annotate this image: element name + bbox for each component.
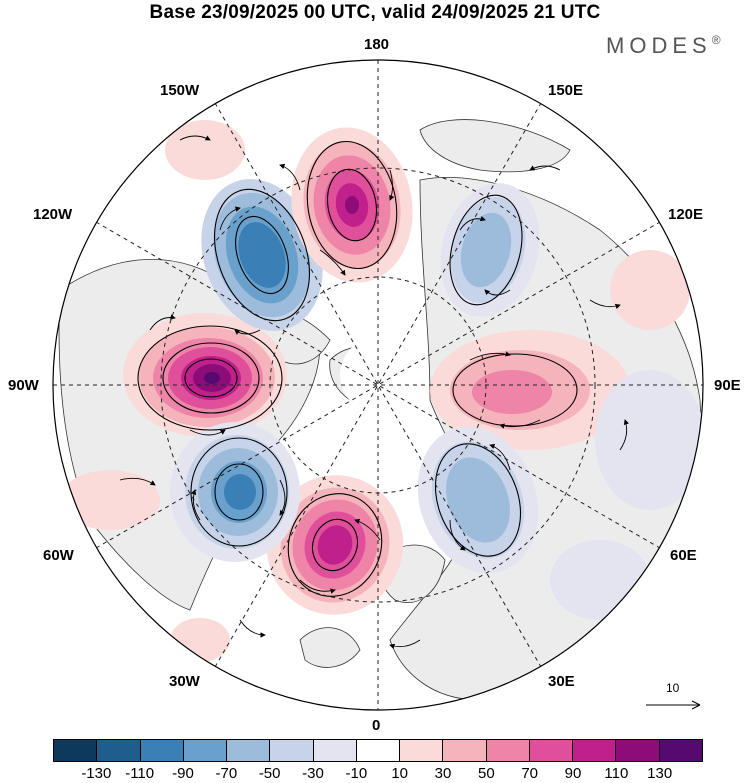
polar-map — [52, 59, 704, 711]
lon-label-180: 180 — [364, 36, 390, 53]
colorbar-segment — [227, 740, 271, 761]
lon-label-120w: 120W — [33, 206, 73, 223]
colorbar — [53, 739, 703, 762]
colorbar-tick-label: 110 — [604, 765, 629, 782]
reference-vector: 10 — [640, 681, 710, 713]
lon-label-30w: 30W — [169, 673, 200, 690]
colorbar-tick-label: 130 — [647, 765, 673, 782]
colorbar-tick-label: -30 — [302, 765, 324, 782]
colorbar-tick-label: -110 — [125, 765, 155, 782]
colorbar-segment — [616, 740, 660, 761]
colorbar-tick-label: 50 — [477, 765, 495, 782]
modes-logo: MODES® — [606, 33, 721, 59]
colorbar-tick-label: 30 — [434, 765, 452, 782]
chart-title: Base 23/09/2025 00 UTC, valid 24/09/2025… — [149, 2, 601, 23]
lon-label-90w: 90W — [8, 377, 39, 394]
lon-label-60w: 60W — [43, 547, 74, 564]
lon-label-90e: 90E — [714, 377, 741, 394]
colorbar-tick-label: -50 — [258, 765, 281, 782]
lon-label-120e: 120E — [668, 206, 704, 223]
colorbar-tick-label: -130 — [81, 765, 112, 782]
colorbar-segment — [443, 740, 487, 761]
lon-label-0: 0 — [372, 717, 381, 734]
colorbar-segment — [313, 740, 357, 761]
reference-vector-label: 10 — [666, 681, 680, 695]
colorbar-segment — [54, 740, 98, 761]
colorbar-segment — [270, 740, 314, 761]
reference-arrow-icon — [646, 700, 701, 710]
colorbar-tick-label: 10 — [391, 765, 408, 782]
colorbar-tick-label: 90 — [564, 765, 582, 782]
colorbar-tick-label: 70 — [521, 765, 538, 782]
colorbar-segment — [573, 740, 617, 761]
lon-label-30e: 30E — [548, 673, 575, 690]
colorbar-tick-label: -10 — [345, 765, 368, 782]
colorbar-segment — [97, 740, 141, 761]
colorbar-segment — [183, 740, 228, 761]
colorbar-segment — [529, 740, 574, 761]
brand-text: MODES — [606, 33, 712, 58]
graticule — [53, 60, 703, 710]
colorbar-tick-label: -90 — [172, 765, 194, 782]
lon-label-60e: 60E — [670, 547, 697, 564]
wind-vectors — [119, 135, 629, 649]
colorbar-tick-label: -70 — [215, 765, 238, 782]
lon-label-150e: 150E — [548, 82, 584, 99]
colorbar-segment — [400, 740, 444, 761]
colorbar-segment — [356, 740, 401, 761]
colorbar-ticks: -130 -110 -90 -70 -50 -30 -10 10 30 50 70 90 110 130 — [53, 765, 703, 783]
geopotential-contours — [137, 140, 578, 597]
colorbar-segment — [486, 740, 530, 761]
brand-mark: ® — [711, 33, 721, 47]
colorbar-segment — [140, 740, 184, 761]
colorbar-segment — [659, 740, 702, 761]
lon-label-150w: 150W — [160, 82, 200, 99]
